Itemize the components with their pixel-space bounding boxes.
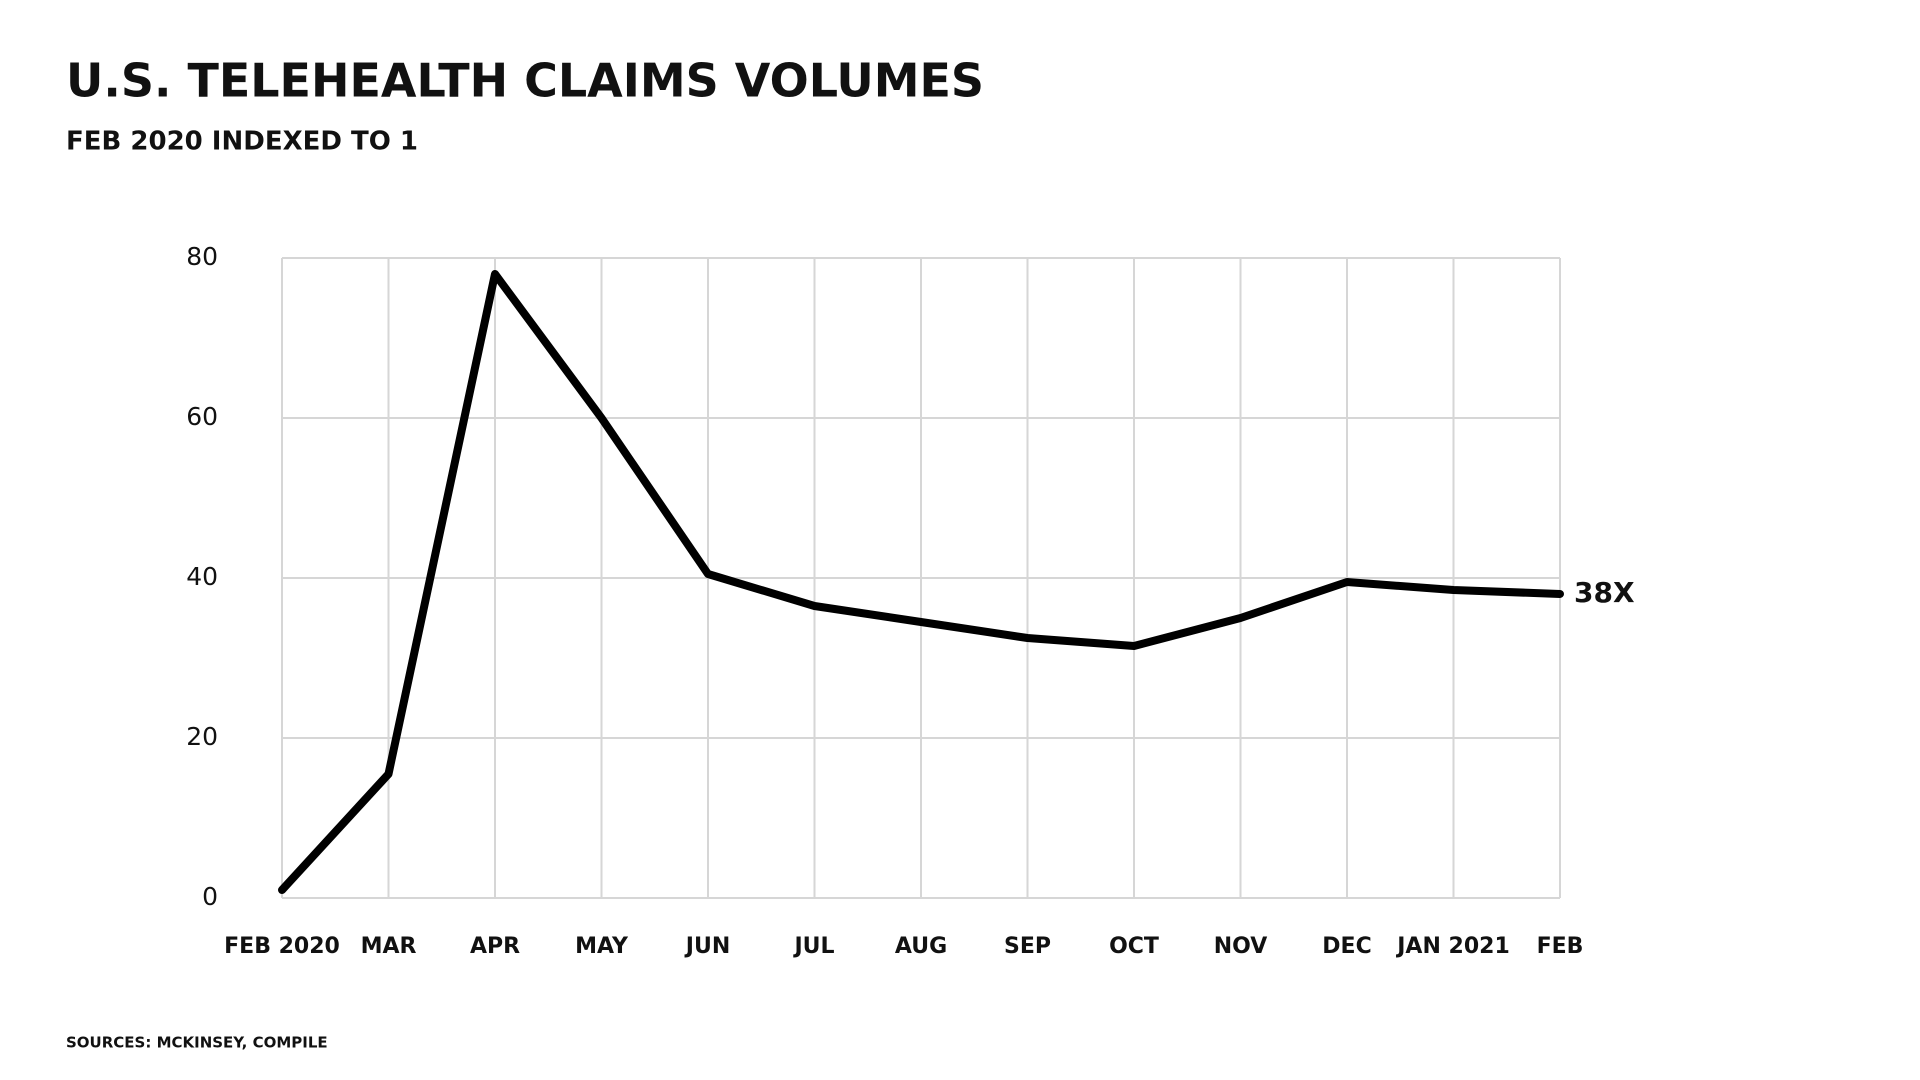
- x-tick-label: AUG: [895, 934, 947, 959]
- x-tick-label: MAY: [575, 934, 629, 959]
- y-tick-label: 20: [186, 722, 218, 751]
- x-tick-label: FEB 2020: [224, 934, 340, 959]
- chart-title: U.S. TELEHEALTH CLAIMS VOLUMES: [66, 54, 984, 108]
- x-tick-label: SEP: [1004, 934, 1051, 959]
- x-tick-label: JAN 2021: [1395, 934, 1510, 959]
- y-tick-label: 40: [186, 562, 218, 591]
- x-tick-label: JUL: [792, 934, 834, 959]
- y-tick-label: 0: [202, 882, 218, 911]
- x-tick-label: DEC: [1322, 934, 1371, 959]
- x-tick-label: APR: [470, 934, 520, 959]
- data-line: [278, 270, 1564, 894]
- x-tick-label: FEB: [1537, 934, 1584, 959]
- x-tick-label: NOV: [1214, 934, 1268, 959]
- x-tick-label: OCT: [1109, 934, 1159, 959]
- source-note: SOURCES: MCKINSEY, COMPILE: [66, 1034, 328, 1052]
- value-label: 38X: [1574, 576, 1635, 609]
- y-tick-label: 80: [186, 242, 218, 271]
- x-tick-label: JUN: [684, 934, 730, 959]
- y-tick-label: 60: [186, 402, 218, 431]
- chart-subtitle: FEB 2020 INDEXED TO 1: [66, 127, 418, 157]
- x-tick-label: MAR: [361, 934, 417, 959]
